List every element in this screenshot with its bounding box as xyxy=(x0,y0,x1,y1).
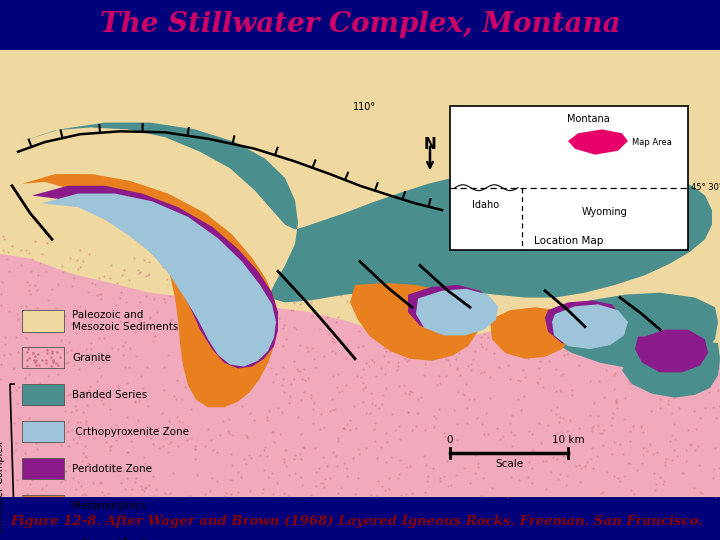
Polygon shape xyxy=(42,193,276,367)
Polygon shape xyxy=(20,123,712,302)
Text: 45° 30': 45° 30' xyxy=(691,183,720,192)
Text: Montana: Montana xyxy=(567,113,609,124)
Text: Paleozoic and
Mesozoic Sediments: Paleozoic and Mesozoic Sediments xyxy=(72,310,179,332)
Text: Banded Series: Banded Series xyxy=(72,390,148,400)
Bar xyxy=(22,458,64,480)
Text: Idaho: Idaho xyxy=(472,200,500,210)
Polygon shape xyxy=(32,186,278,368)
Text: Map Area: Map Area xyxy=(632,138,672,146)
Text: Metamorphics: Metamorphics xyxy=(72,501,146,510)
Polygon shape xyxy=(0,234,720,497)
Polygon shape xyxy=(552,305,628,349)
Text: Wyoming: Wyoming xyxy=(582,207,628,217)
Bar xyxy=(22,421,64,442)
Text: The Stillwater Complex, Montana: The Stillwater Complex, Montana xyxy=(99,11,621,38)
Polygon shape xyxy=(568,130,628,154)
Polygon shape xyxy=(408,285,492,334)
Text: 0: 0 xyxy=(446,435,454,445)
Text: Location Map: Location Map xyxy=(534,236,603,246)
Polygon shape xyxy=(545,300,622,346)
Text: Normal Fault: Normal Fault xyxy=(82,538,148,540)
Bar xyxy=(22,347,64,368)
Text: Figure 12-8. After Wager and Brown (1968) Layered Igneous Rocks. Freeman. San Fr: Figure 12-8. After Wager and Brown (1968… xyxy=(11,515,703,528)
Bar xyxy=(22,310,64,332)
Text: Peridotite Zone: Peridotite Zone xyxy=(72,464,152,474)
Bar xyxy=(22,384,64,406)
Text: Crthopyroxenite Zone: Crthopyroxenite Zone xyxy=(72,427,189,437)
Text: Granite: Granite xyxy=(72,353,111,363)
Text: 10 km: 10 km xyxy=(552,435,585,445)
Bar xyxy=(450,106,688,250)
Polygon shape xyxy=(22,174,278,407)
Polygon shape xyxy=(350,283,480,361)
Text: 110°: 110° xyxy=(354,102,377,112)
Polygon shape xyxy=(416,289,498,335)
Bar xyxy=(22,495,64,516)
Text: N: N xyxy=(423,137,436,152)
Polygon shape xyxy=(635,329,708,373)
Text: Scale: Scale xyxy=(495,458,523,469)
Text: Stillwater Complex: Stillwater Complex xyxy=(0,441,5,533)
Polygon shape xyxy=(490,307,572,359)
Polygon shape xyxy=(548,293,718,368)
Polygon shape xyxy=(622,339,720,397)
